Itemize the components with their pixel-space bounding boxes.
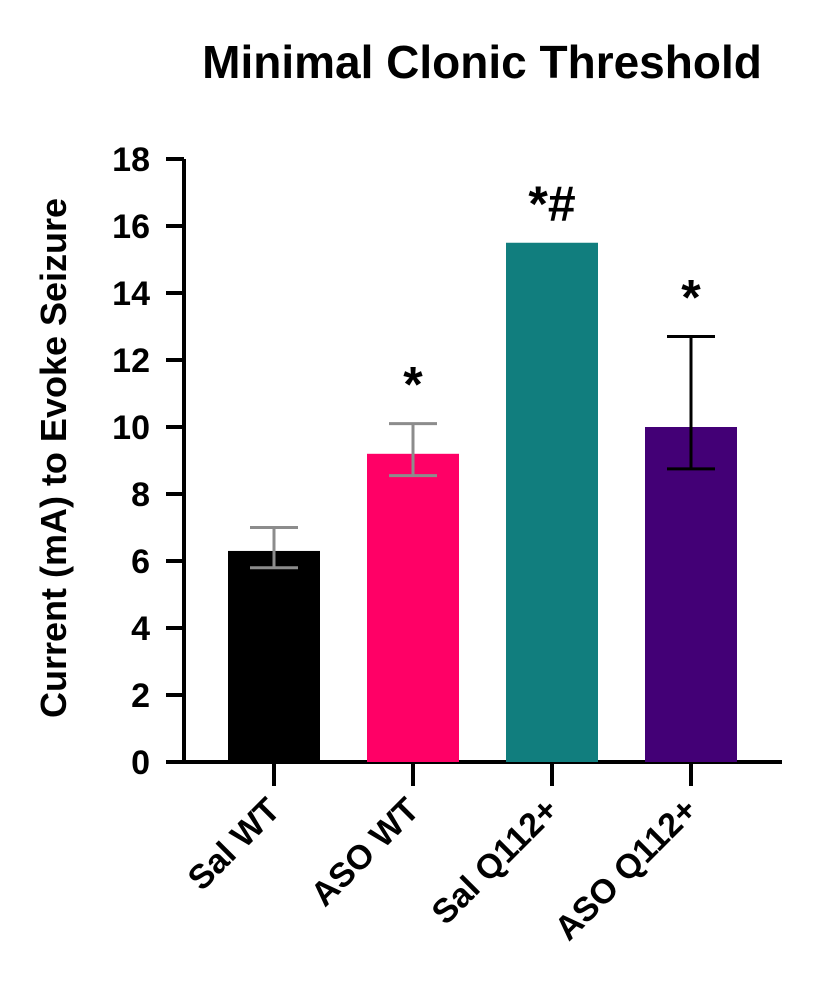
chart-title: Minimal Clonic Threshold (202, 36, 762, 88)
y-axis-label: Current (mA) to Evoke Seizure (33, 198, 74, 718)
significance-marker: *# (528, 176, 575, 232)
significance-marker: * (681, 270, 701, 326)
y-tick-label: 8 (131, 476, 150, 514)
y-tick-label: 4 (131, 610, 150, 648)
significance-marker: * (403, 357, 423, 413)
x-tick-label: Sal Q112+ (424, 791, 565, 932)
annotations-group: * *# * (403, 176, 701, 413)
x-tick-label: Sal WT (181, 791, 288, 898)
y-tick-label: 0 (131, 744, 150, 782)
x-tick-label: ASO WT (304, 791, 427, 914)
bar-sal-wt (228, 550, 320, 762)
y-tick-label: 18 (112, 141, 150, 179)
y-tick-label: 10 (112, 409, 150, 447)
bar-aso-wt (367, 453, 459, 762)
y-tick-label: 16 (112, 208, 150, 246)
x-tick-label: ASO Q112+ (547, 791, 704, 948)
bars-group (228, 242, 737, 762)
y-tick-label: 14 (112, 275, 150, 313)
bar-aso-q112- (645, 427, 737, 762)
y-tick-label: 12 (112, 342, 150, 380)
bar-sal-q112- (506, 242, 598, 762)
y-ticks: 0 2 4 6 8 10 12 14 16 18 (112, 141, 184, 782)
y-tick-label: 6 (131, 543, 150, 581)
y-tick-label: 2 (131, 677, 150, 715)
error-bars-group (250, 335, 715, 570)
